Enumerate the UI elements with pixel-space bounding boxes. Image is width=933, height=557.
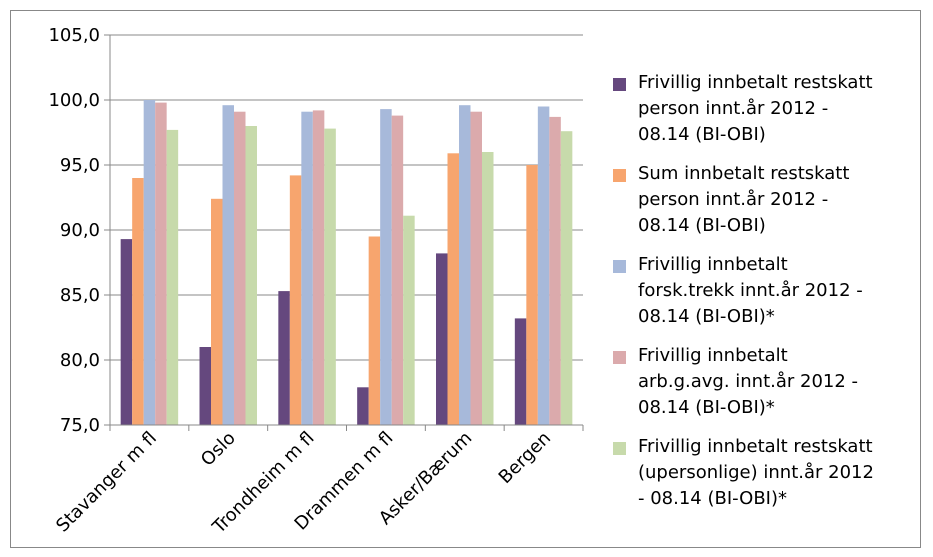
- legend-item-1: Frivillig innbetalt restskatt person inn…: [613, 70, 913, 148]
- legend-swatch: [613, 351, 626, 364]
- bar-series-5-4: [403, 215, 415, 425]
- legend-item-4: Frivillig innbetalt arb.g.avg. innt.år 2…: [613, 343, 913, 421]
- bar-series-1-6: [514, 318, 527, 425]
- bar-series-4-5: [470, 111, 482, 425]
- bar-series-4-6: [549, 116, 561, 426]
- bar-series-2-5: [447, 153, 459, 426]
- legend-swatch: [613, 442, 626, 455]
- x-category-label: Bergen: [495, 428, 555, 488]
- y-axis-tick-labels: 75,0 80,0 85,0 90,0 95,0 100,0 105,0: [48, 25, 100, 436]
- bar-series-3-4: [380, 109, 392, 425]
- bar-series-3-6: [537, 106, 550, 425]
- y-tick-label: 100,0: [48, 90, 100, 111]
- bar-series-4-1: [155, 102, 167, 425]
- y-tick-label: 75,0: [60, 415, 100, 436]
- bar-series-2-4: [368, 236, 381, 425]
- bar-series-2-1: [132, 178, 144, 425]
- bar-series-1-4: [357, 387, 369, 425]
- bar-series-2-6: [526, 165, 538, 425]
- legend-label: Frivillig innbetalt restskatt (upersonli…: [638, 436, 874, 509]
- bar-series-3-1: [143, 100, 156, 425]
- legend-label: Frivillig innbetalt forsk.trekk innt.år …: [638, 254, 863, 327]
- bar-series-3-5: [459, 105, 471, 425]
- bar-series-1-1: [120, 239, 133, 425]
- y-tick-label: 105,0: [48, 25, 100, 46]
- legend-label: Sum innbetalt restskatt person innt.år 2…: [638, 163, 850, 236]
- axes: [109, 35, 584, 431]
- bar-series-1-5: [436, 253, 448, 425]
- legend-swatch: [613, 260, 626, 273]
- y-tick-label: 90,0: [60, 220, 100, 241]
- gridlines: [104, 34, 583, 426]
- bar-series-5-6: [560, 131, 573, 425]
- y-tick-label: 80,0: [60, 350, 100, 371]
- bars: [120, 100, 573, 426]
- legend-item-5: Frivillig innbetalt restskatt (upersonli…: [613, 434, 913, 512]
- legend-swatch: [613, 78, 626, 91]
- bar-series-1-3: [278, 291, 290, 425]
- x-category-label: Oslo: [197, 428, 240, 471]
- bar-series-2-2: [211, 198, 223, 425]
- bar-series-4-2: [234, 111, 246, 425]
- bar-series-3-3: [301, 111, 313, 425]
- legend-label: Frivillig innbetalt restskatt person inn…: [638, 72, 873, 145]
- bar-series-5-2: [245, 126, 257, 425]
- bar-series-3-2: [222, 105, 234, 425]
- bar-series-5-5: [482, 152, 494, 425]
- bar-series-5-1: [166, 129, 179, 425]
- bar-series-2-3: [289, 175, 302, 425]
- bar-series-1-2: [199, 347, 211, 425]
- legend: Frivillig innbetalt restskatt person inn…: [613, 70, 913, 525]
- legend-item-3: Frivillig innbetalt forsk.trekk innt.år …: [613, 252, 913, 330]
- bar-series-4-4: [391, 115, 404, 425]
- bar-series-4-3: [312, 110, 325, 426]
- y-tick-label: 85,0: [60, 285, 100, 306]
- legend-swatch: [613, 169, 626, 182]
- x-category-label: Stavanger m fl: [52, 428, 161, 537]
- legend-label: Frivillig innbetalt arb.g.avg. innt.år 2…: [638, 345, 859, 418]
- legend-item-2: Sum innbetalt restskatt person innt.år 2…: [613, 161, 913, 239]
- bar-series-5-3: [324, 128, 336, 425]
- y-tick-label: 95,0: [60, 155, 100, 176]
